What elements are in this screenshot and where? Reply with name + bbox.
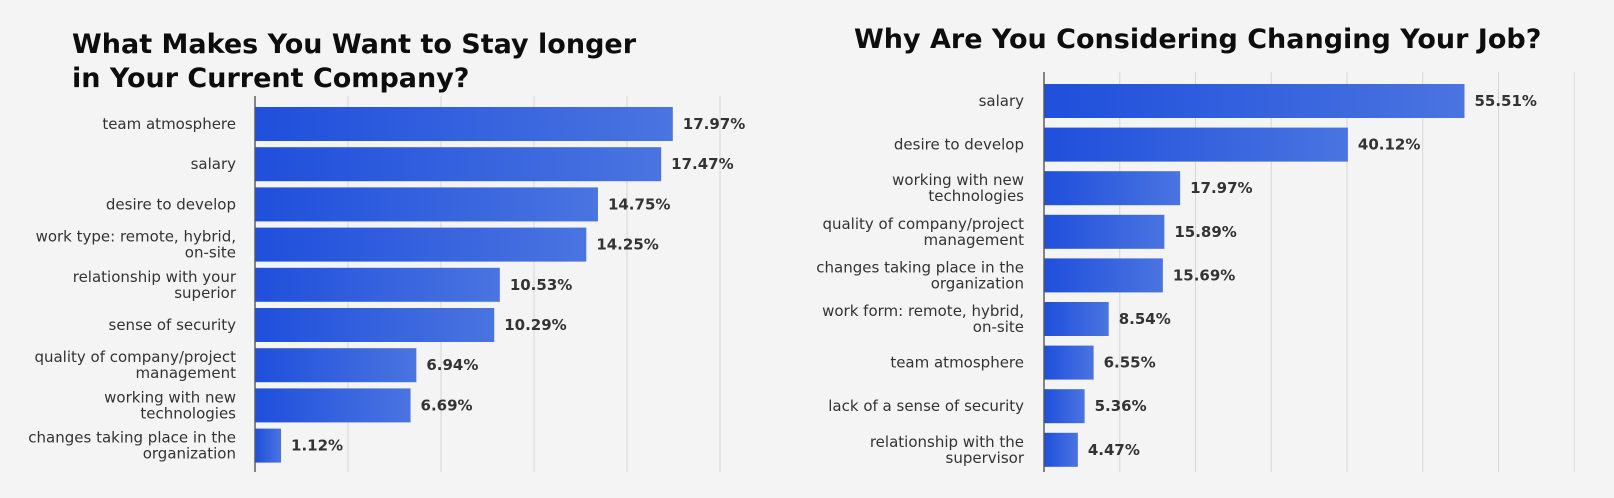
category-label: team atmosphere [102, 115, 236, 133]
category-label: team atmosphere [890, 354, 1024, 372]
bar [255, 428, 282, 463]
category-label: work type: remote, hybrid, on-site [36, 228, 236, 262]
bar [255, 308, 495, 342]
data-label: 15.69% [1173, 266, 1235, 284]
data-label: 17.97% [683, 115, 745, 133]
bar [255, 187, 598, 222]
category-label: sense of security [109, 316, 237, 334]
data-label: 17.97% [1190, 179, 1252, 197]
category-label: working with new technologies [892, 171, 1024, 205]
data-label: 10.29% [504, 316, 566, 334]
bar [255, 227, 587, 262]
chart-title-line-1: Why Are You Considering Changing Your Jo… [854, 24, 1541, 55]
data-label: 14.25% [596, 236, 658, 254]
data-label: 14.75% [608, 195, 670, 213]
category-label: relationship with the supervisor [870, 433, 1025, 467]
data-label: 15.89% [1174, 223, 1236, 241]
data-label: 4.47% [1088, 441, 1140, 459]
category-label: salary [191, 155, 237, 173]
bar [1044, 302, 1109, 336]
bar [1044, 84, 1465, 118]
data-label: 55.51% [1474, 92, 1536, 110]
bar [1044, 345, 1094, 380]
data-label: 1.12% [291, 437, 343, 455]
category-label: desire to develop [106, 195, 236, 213]
data-label: 10.53% [510, 276, 572, 294]
chart-title-line-1: What Makes You Want to Stay longer [72, 29, 637, 60]
bar [255, 267, 500, 302]
data-label: 40.12% [1358, 136, 1420, 154]
bar [255, 348, 417, 383]
bar [255, 388, 411, 423]
bar [1044, 258, 1163, 293]
data-label: 6.55% [1104, 354, 1156, 372]
chart-title-line-2: in Your Current Company? [72, 63, 469, 94]
category-label: work form: remote, hybrid, on-site [822, 302, 1024, 336]
category-label: lack of a sense of security [828, 397, 1024, 415]
data-label: 6.69% [421, 396, 473, 414]
data-label: 17.47% [671, 155, 733, 173]
data-label: 8.54% [1119, 310, 1171, 328]
bar [1044, 214, 1165, 249]
category-label: changes taking place in the organization [816, 258, 1024, 292]
bar [1044, 127, 1348, 162]
bar [1044, 432, 1078, 467]
data-label: 6.94% [426, 356, 478, 374]
bar [1044, 389, 1085, 424]
category-label: salary [979, 92, 1025, 110]
category-label: quality of company/project management [34, 348, 236, 382]
category-label: working with new technologies [104, 388, 236, 422]
category-label: changes taking place in the organization [28, 429, 236, 463]
category-label: relationship with your superior [73, 268, 237, 302]
bar [255, 147, 662, 182]
data-label: 5.36% [1095, 397, 1147, 415]
category-label: desire to develop [894, 136, 1024, 154]
category-label: quality of company/project management [822, 215, 1024, 249]
bar [1044, 171, 1181, 206]
chart-changing-job: Why Are You Considering Changing Your Jo… [816, 24, 1575, 472]
bar [255, 107, 673, 141]
